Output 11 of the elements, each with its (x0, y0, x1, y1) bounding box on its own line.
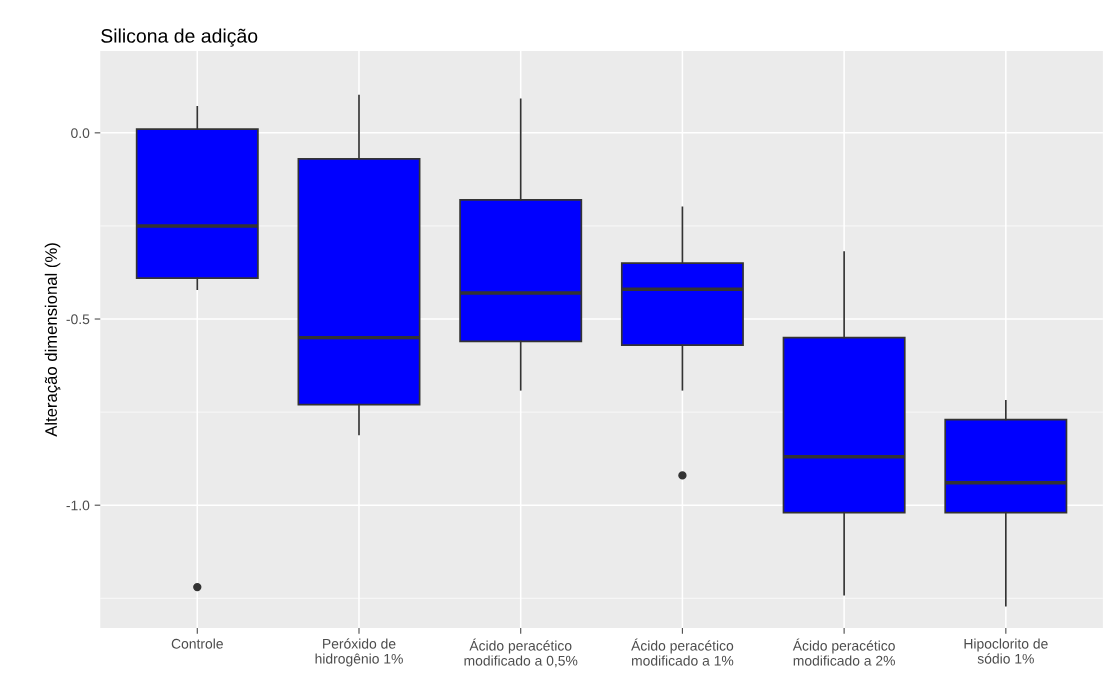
x-tick-label: Ácido peracético modificado a 0,5% (464, 638, 578, 668)
x-tick-label: Controle (171, 638, 223, 649)
x-tick-label: Peróxido de hidrogênio 1% (315, 638, 403, 667)
y-tick-label: 0.0 (71, 128, 90, 139)
x-tick-label: Ácido peracético modificado a 1% (631, 638, 734, 666)
x-tick-label: Hipoclorito de sódio 1% (964, 638, 1048, 664)
chart-title: Silicona de adição (101, 28, 258, 47)
y-axis-title: Alteração dimensional (%) (44, 243, 61, 437)
y-tick-label: -1.0 (66, 500, 90, 511)
y-tick-label: -0.5 (66, 314, 90, 325)
x-tick-label: Ácido peracético modificado a 2% (792, 638, 895, 666)
